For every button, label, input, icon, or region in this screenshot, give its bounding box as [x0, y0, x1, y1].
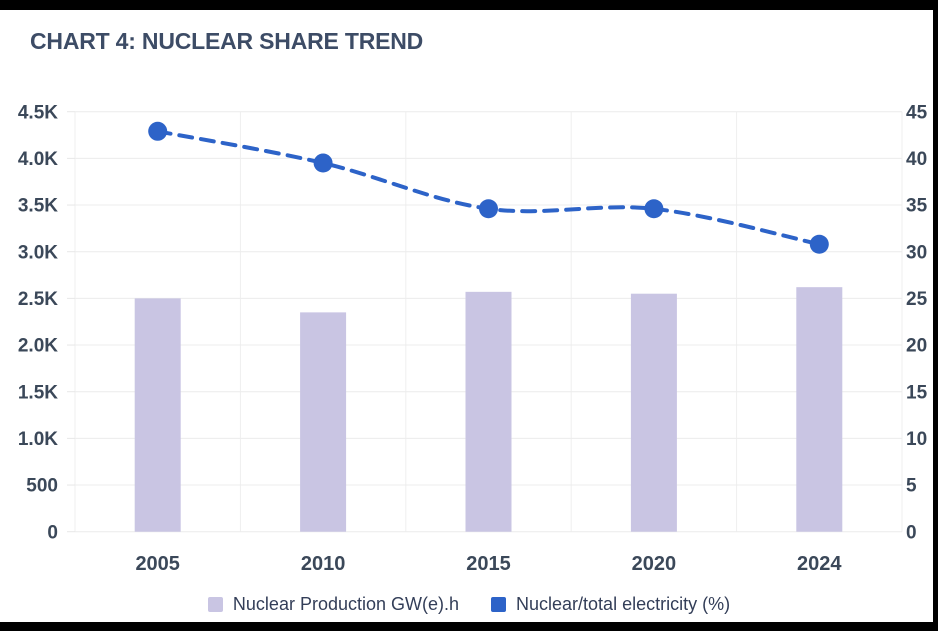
legend-item-nuclear-share[interactable]: Nuclear/total electricity (%): [491, 594, 730, 615]
x-axis-label-2024: 2024: [797, 553, 842, 575]
left-axis-label: 1.5K: [18, 382, 58, 403]
left-axis-label: 2.5K: [18, 289, 58, 310]
right-axis-label: 10: [906, 429, 927, 450]
line-series-swatch: [491, 596, 507, 612]
right-axis-label: 45: [906, 102, 928, 123]
letterbox-top-bar: [0, 0, 938, 10]
left-axis-label: 1.0K: [18, 429, 58, 450]
right-axis-label: 25: [906, 289, 928, 310]
bar-series-swatch: [207, 596, 223, 612]
right-axis-label: 15: [906, 382, 928, 403]
legend-label-nuclear-share: Nuclear/total electricity (%): [516, 593, 731, 614]
line-point-2024[interactable]: [809, 234, 829, 254]
left-axis-label: 0: [47, 522, 58, 543]
bar-2015[interactable]: [465, 291, 512, 532]
nuclear-share-trend-line: [155, 129, 822, 247]
right-axis-label: 30: [906, 242, 927, 263]
line-point-2015[interactable]: [479, 199, 498, 219]
x-axis-label-2010: 2010: [301, 553, 346, 575]
right-axis-label: 5: [906, 476, 917, 497]
legend-item-nuclear-production[interactable]: Nuclear Production GW(e).h: [207, 593, 460, 615]
left-axis-label: 4.5K: [18, 102, 58, 123]
left-axis-label: 3.0K: [18, 242, 58, 263]
legend-label-nuclear-production: Nuclear Production GW(e).h: [232, 593, 460, 614]
left-axis-label: 500: [26, 476, 58, 497]
chart-legend: Nuclear Production GW(e).h Nuclear/total…: [0, 591, 938, 617]
bar-2005[interactable]: [134, 298, 181, 532]
left-axis-label: 2.0K: [18, 336, 58, 357]
chart-title: CHART 4: NUCLEAR SHARE TREND: [30, 28, 424, 54]
x-axis-label-2020: 2020: [632, 553, 677, 575]
x-axis-label-2015: 2015: [466, 553, 511, 575]
bar-2010[interactable]: [300, 312, 347, 532]
line-point-2010[interactable]: [313, 153, 333, 173]
bar-2020[interactable]: [630, 293, 677, 532]
x-axis-label-2005: 2005: [135, 553, 180, 575]
bar-2024[interactable]: [796, 287, 843, 532]
line-point-2020[interactable]: [644, 199, 664, 219]
letterbox-right-bar: [933, 0, 938, 631]
right-axis-label: 40: [906, 149, 927, 170]
left-axis-label: 4.0K: [18, 149, 58, 170]
right-axis-label: 20: [906, 336, 927, 357]
letterbox-bottom-bar: [0, 622, 938, 631]
line-point-2005[interactable]: [148, 121, 168, 141]
right-axis-label: 0: [906, 522, 917, 543]
right-axis-label: 35: [906, 196, 928, 217]
left-axis-label: 3.5K: [18, 196, 58, 217]
